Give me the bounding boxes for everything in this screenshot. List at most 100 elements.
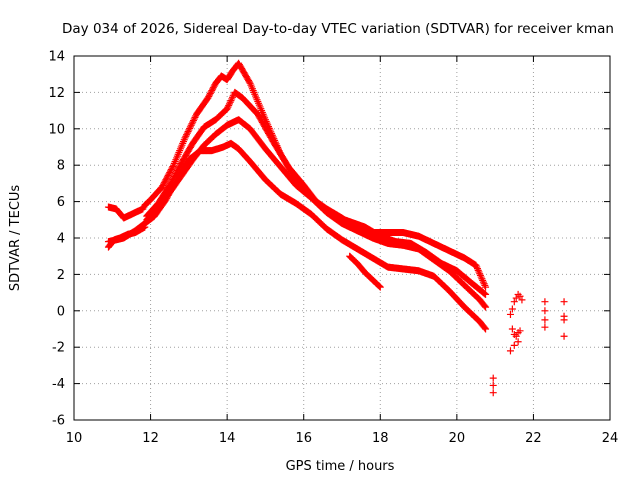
x-tick-label: 18 xyxy=(372,431,389,446)
series-track-5 xyxy=(104,223,149,251)
data-point-fill xyxy=(226,98,234,106)
data-point xyxy=(541,316,549,324)
data-point xyxy=(541,298,549,306)
data-point-fill xyxy=(228,95,236,103)
data-point xyxy=(560,332,568,340)
data-point-fill xyxy=(477,273,485,281)
data-point xyxy=(223,105,231,113)
y-tick-label: 2 xyxy=(57,268,65,283)
y-tick-label: 12 xyxy=(48,86,65,101)
data-point-fill xyxy=(187,121,195,129)
data-point-fill xyxy=(190,115,198,123)
y-tick-label: 8 xyxy=(57,159,65,174)
data-point-fill xyxy=(191,113,199,121)
data-point-fill xyxy=(188,120,196,128)
series-track-3 xyxy=(143,116,490,311)
data-point-fill xyxy=(481,302,489,310)
y-tick-label: -2 xyxy=(52,341,65,356)
data-point-fill xyxy=(481,281,489,289)
x-tick-label: 12 xyxy=(142,431,159,446)
x-tick-label: 22 xyxy=(525,431,542,446)
data-point-fill xyxy=(481,324,489,332)
data-point-fill xyxy=(476,271,484,279)
y-tick-label: -4 xyxy=(52,377,65,392)
data-point xyxy=(512,294,520,302)
data-point-fill xyxy=(225,102,233,110)
data-point-fill xyxy=(473,263,481,271)
data-point-fill xyxy=(183,129,191,137)
data-point xyxy=(482,290,490,298)
data-point xyxy=(482,303,490,311)
data-point xyxy=(560,316,568,324)
data-point xyxy=(560,298,568,306)
series-fragments xyxy=(489,290,568,397)
data-point xyxy=(508,305,516,313)
y-axis-label: SDTVAR / TECUs xyxy=(8,185,23,292)
data-point-fill xyxy=(189,117,197,125)
chart-title: Day 034 of 2026, Sidereal Day-to-day VTE… xyxy=(62,21,614,37)
data-point-fill xyxy=(475,268,483,276)
data-point-fill xyxy=(480,280,488,288)
data-point xyxy=(516,327,524,335)
data-point-fill xyxy=(184,128,192,136)
y-tick-label: -6 xyxy=(52,414,65,429)
data-point xyxy=(489,381,497,389)
data-point-fill xyxy=(182,132,190,140)
data-point-fill xyxy=(225,100,233,108)
data-point-fill xyxy=(479,278,487,286)
y-tick-label: 10 xyxy=(48,122,65,137)
data-point-fill xyxy=(481,290,489,298)
series-track-6 xyxy=(346,252,384,291)
data-point-fill xyxy=(186,123,194,131)
data-point xyxy=(489,389,497,397)
data-point xyxy=(518,296,526,304)
data-point-fill xyxy=(476,270,484,278)
data-point-fill xyxy=(224,103,232,111)
x-tick-label: 24 xyxy=(602,431,619,446)
data-point-fill xyxy=(473,265,481,273)
data-point-fill xyxy=(478,275,486,283)
data-point-fill xyxy=(480,289,488,297)
data-point xyxy=(510,341,518,349)
data-point xyxy=(512,332,520,340)
data-point-fill xyxy=(479,276,487,284)
x-tick-label: 10 xyxy=(66,431,83,446)
data-point xyxy=(141,223,149,231)
data-point xyxy=(506,310,514,318)
data-point-fill xyxy=(185,126,193,134)
data-point-fill xyxy=(229,93,237,101)
x-tick-label: 14 xyxy=(219,431,236,446)
plot-points xyxy=(104,59,568,397)
y-tick-label: 0 xyxy=(57,304,65,319)
y-tick-label: 14 xyxy=(48,50,65,65)
x-tick-label: 16 xyxy=(295,431,312,446)
data-point-fill xyxy=(227,97,235,105)
series-track-4 xyxy=(104,139,490,333)
data-point xyxy=(506,347,514,355)
data-point-fill xyxy=(375,282,383,290)
data-point xyxy=(482,283,490,291)
x-tick-label: 20 xyxy=(449,431,466,446)
x-axis-label: GPS time / hours xyxy=(286,459,395,474)
data-point xyxy=(516,292,524,300)
data-point xyxy=(510,298,518,306)
data-point-fill xyxy=(186,124,194,132)
data-point xyxy=(181,134,189,142)
data-point-fill xyxy=(169,163,177,171)
data-point xyxy=(376,283,384,291)
data-point-fill xyxy=(376,282,384,290)
data-point xyxy=(482,325,490,333)
data-point-fill xyxy=(183,131,191,139)
y-tick-label: 4 xyxy=(57,232,65,247)
data-point xyxy=(489,374,497,382)
data-point xyxy=(514,338,522,346)
data-point xyxy=(508,325,516,333)
data-point-fill xyxy=(189,118,197,126)
y-tick-label: 6 xyxy=(57,195,65,210)
data-point xyxy=(541,307,549,315)
data-point-fill xyxy=(474,266,482,274)
data-point xyxy=(472,261,480,269)
